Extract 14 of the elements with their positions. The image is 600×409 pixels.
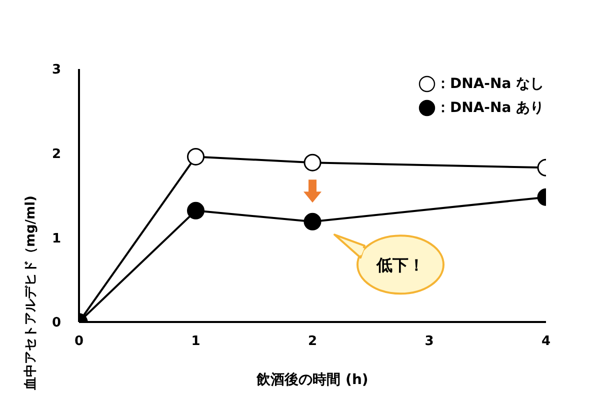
x-tick-label: 3 bbox=[424, 334, 434, 350]
x-tick-label: 2 bbox=[308, 334, 318, 350]
annotation: 低下！ bbox=[376, 256, 424, 275]
y-tick-label: 0 bbox=[52, 316, 61, 331]
legend-label: ：DNA-Na なし bbox=[436, 75, 544, 93]
y-tick-label: 1 bbox=[52, 231, 61, 246]
y-tick-label: 3 bbox=[52, 62, 61, 78]
x-axis-title: 飲酒後の時間 (h) bbox=[256, 372, 368, 388]
x-tick-label: 1 bbox=[191, 334, 200, 350]
y-tick-label: 2 bbox=[52, 146, 61, 162]
x-tick-label: 4 bbox=[541, 334, 551, 350]
x-tick-label: 0 bbox=[74, 334, 84, 350]
legend-label: ：DNA-Na あり bbox=[436, 99, 544, 117]
y-axis-title: 血中アセトアルデヒド（mg/ml) bbox=[24, 196, 39, 392]
